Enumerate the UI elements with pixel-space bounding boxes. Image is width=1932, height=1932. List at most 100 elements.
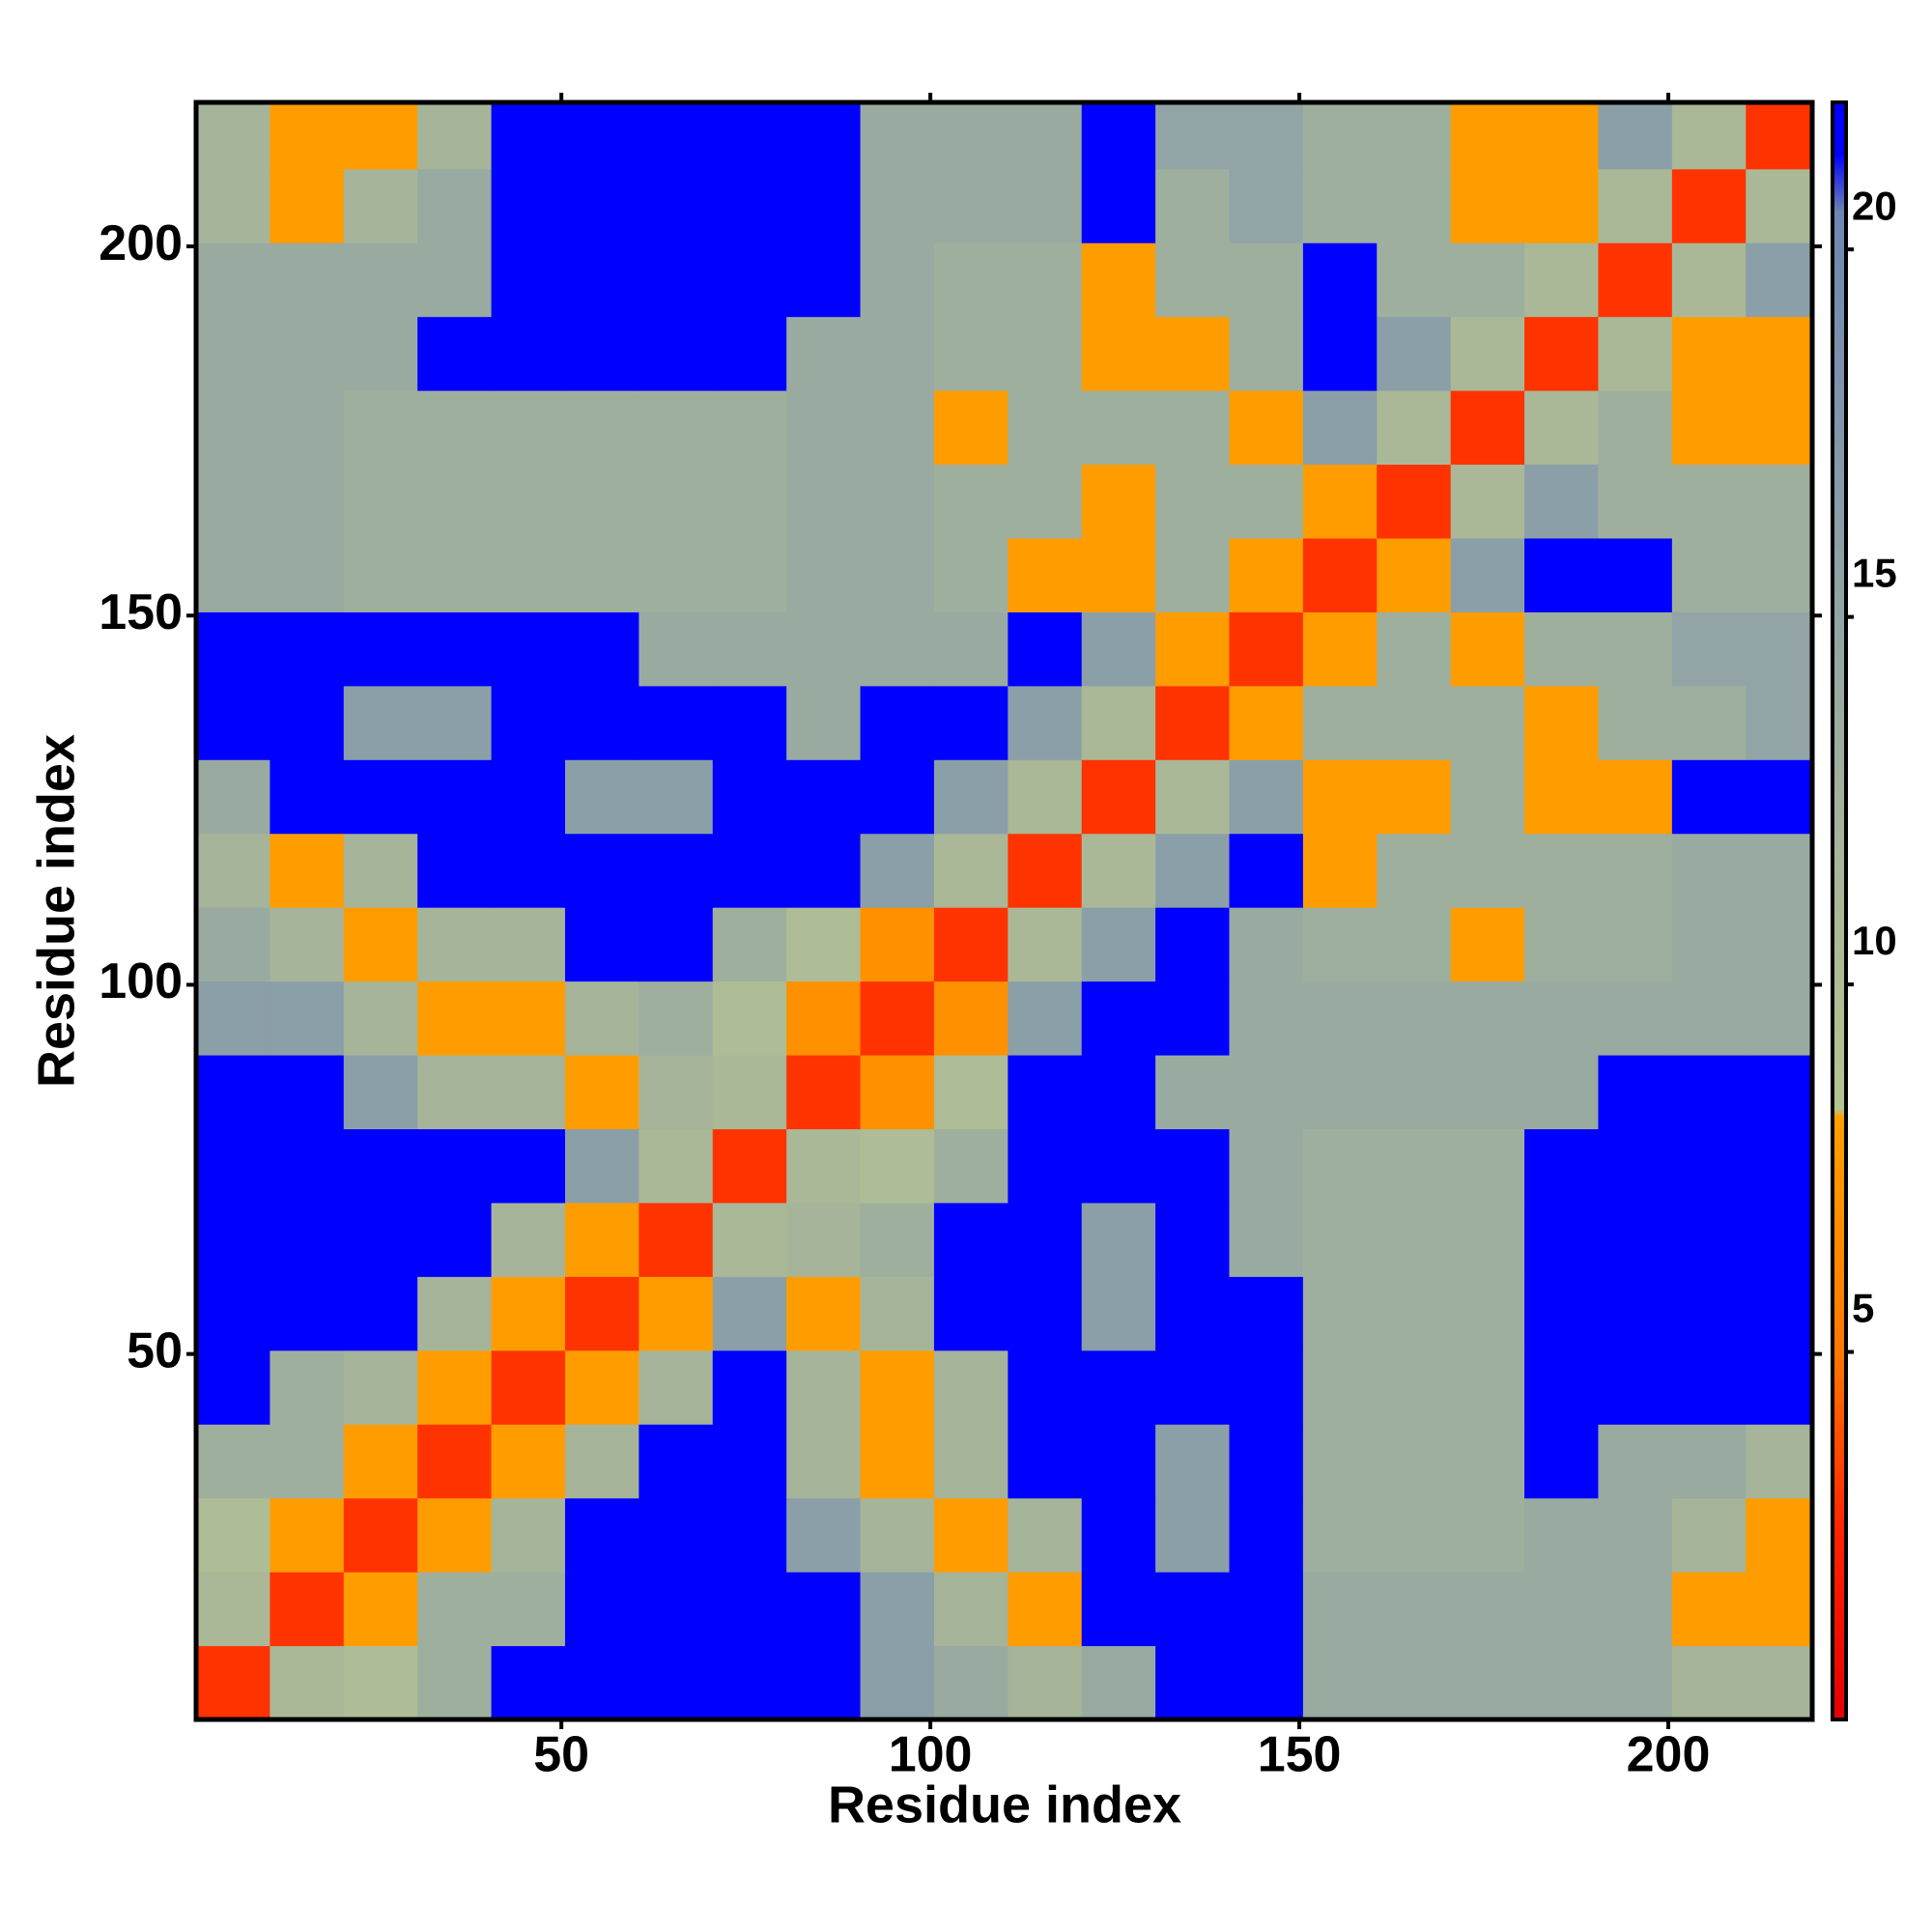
- heatmap-cell: [1229, 1572, 1304, 1647]
- heatmap-cell: [491, 1128, 566, 1204]
- heatmap-cell: [1155, 611, 1230, 687]
- heatmap-cell: [270, 1497, 345, 1573]
- heatmap-cell: [196, 980, 270, 1056]
- heatmap-cell: [860, 759, 935, 835]
- heatmap-cell: [1746, 1497, 1812, 1573]
- heatmap-cell: [639, 759, 714, 835]
- heatmap-cell: [1081, 168, 1156, 243]
- heatmap-cell: [712, 1645, 787, 1719]
- heatmap-cell: [1524, 611, 1599, 687]
- heatmap-cell: [1081, 833, 1156, 908]
- heatmap-cell: [786, 1276, 862, 1351]
- heatmap-cell: [1302, 1424, 1378, 1499]
- heatmap-cell: [1746, 1128, 1812, 1204]
- heatmap-cell: [712, 1350, 787, 1425]
- heatmap-cell: [196, 759, 270, 835]
- colorbar-tick-label: 15: [1852, 551, 1897, 596]
- heatmap-cell: [1450, 907, 1525, 982]
- heatmap-cell: [270, 168, 345, 243]
- heatmap-cell: [417, 1202, 493, 1277]
- plot-frame: [193, 99, 1815, 1722]
- heatmap-cell: [786, 537, 862, 612]
- heatmap-cell: [860, 1128, 935, 1204]
- heatmap-cell: [1302, 1497, 1378, 1573]
- heatmap-cell: [1229, 316, 1304, 391]
- heatmap-cell: [343, 464, 418, 539]
- heatmap-cell: [1302, 1276, 1378, 1351]
- heatmap-cell: [417, 1645, 493, 1719]
- heatmap-cell: [712, 102, 787, 170]
- heatmap-cell: [860, 1202, 935, 1277]
- heatmap-cell: [1302, 1350, 1378, 1425]
- heatmap-cell: [417, 1350, 493, 1425]
- heatmap-cell: [343, 537, 418, 612]
- colorbar: [1831, 100, 1848, 1721]
- heatmap-cell: [564, 1424, 639, 1499]
- heatmap-cell: [196, 316, 270, 391]
- heatmap-cell: [1229, 759, 1304, 835]
- heatmap-cell: [860, 1572, 935, 1647]
- heatmap-cell: [860, 1055, 935, 1129]
- heatmap-cell: [639, 1276, 714, 1351]
- heatmap-cell: [1524, 1572, 1599, 1647]
- heatmap-cell: [1671, 537, 1747, 612]
- heatmap-cell: [786, 1055, 862, 1129]
- heatmap-cell: [1524, 1424, 1599, 1499]
- heatmap-cell: [1155, 242, 1230, 318]
- heatmap-cell: [1302, 390, 1378, 466]
- heatmap-cell: [1008, 1424, 1083, 1499]
- heatmap-cell: [417, 390, 493, 466]
- heatmap-cell: [1229, 1055, 1304, 1129]
- heatmap-cell: [933, 1202, 1009, 1277]
- heatmap-cell: [860, 242, 935, 318]
- heatmap-cell: [1155, 685, 1230, 760]
- heatmap-cell: [1524, 1497, 1599, 1573]
- heatmap-cell: [1081, 102, 1156, 170]
- heatmap-cell: [491, 242, 566, 318]
- heatmap-cell: [1524, 390, 1599, 466]
- heatmap-cell: [860, 537, 935, 612]
- heatmap-cell: [1524, 168, 1599, 243]
- heatmap-cell: [196, 464, 270, 539]
- heatmap-cell: [343, 1350, 418, 1425]
- heatmap-cell: [1155, 1424, 1230, 1499]
- heatmap-cell: [1155, 1055, 1230, 1129]
- heatmap-cell: [1155, 1128, 1230, 1204]
- heatmap-cell: [1081, 242, 1156, 318]
- heatmap-cell: [1671, 1497, 1747, 1573]
- heatmap-cell: [933, 316, 1009, 391]
- heatmap-cell: [1008, 537, 1083, 612]
- heatmap-cell: [712, 1497, 787, 1573]
- heatmap-cell: [1008, 1350, 1083, 1425]
- heatmap-cell: [417, 833, 493, 908]
- y-axis-label: Residue index: [27, 734, 85, 1088]
- heatmap-cell: [1229, 1128, 1304, 1204]
- heatmap-cell: [712, 1424, 787, 1499]
- heatmap-cell: [564, 102, 639, 170]
- heatmap-cell: [1450, 833, 1525, 908]
- heatmap-cell: [1081, 537, 1156, 612]
- heatmap-cell: [712, 537, 787, 612]
- heatmap-cell: [343, 1128, 418, 1204]
- heatmap-cell: [1229, 464, 1304, 539]
- heatmap-cell: [196, 1055, 270, 1129]
- heatmap-cell: [1008, 102, 1083, 170]
- heatmap-cell: [196, 537, 270, 612]
- heatmap-cell: [196, 685, 270, 760]
- heatmap-cell: [1450, 242, 1525, 318]
- heatmap-cell: [933, 1572, 1009, 1647]
- heatmap-cell: [417, 168, 493, 243]
- heatmap-cell: [860, 980, 935, 1056]
- heatmap-cell: [1377, 102, 1452, 170]
- heatmap-cell: [196, 1572, 270, 1647]
- heatmap-cell: [786, 390, 862, 466]
- heatmap-cell: [196, 1128, 270, 1204]
- heatmap-cell: [1746, 907, 1812, 982]
- heatmap-cell: [639, 907, 714, 982]
- heatmap-cell: [564, 1202, 639, 1277]
- heatmap-cell: [1229, 1497, 1304, 1573]
- heatmap-cell: [417, 1572, 493, 1647]
- heatmap-cell: [1008, 1572, 1083, 1647]
- heatmap-cell: [712, 833, 787, 908]
- heatmap-cell: [1081, 1202, 1156, 1277]
